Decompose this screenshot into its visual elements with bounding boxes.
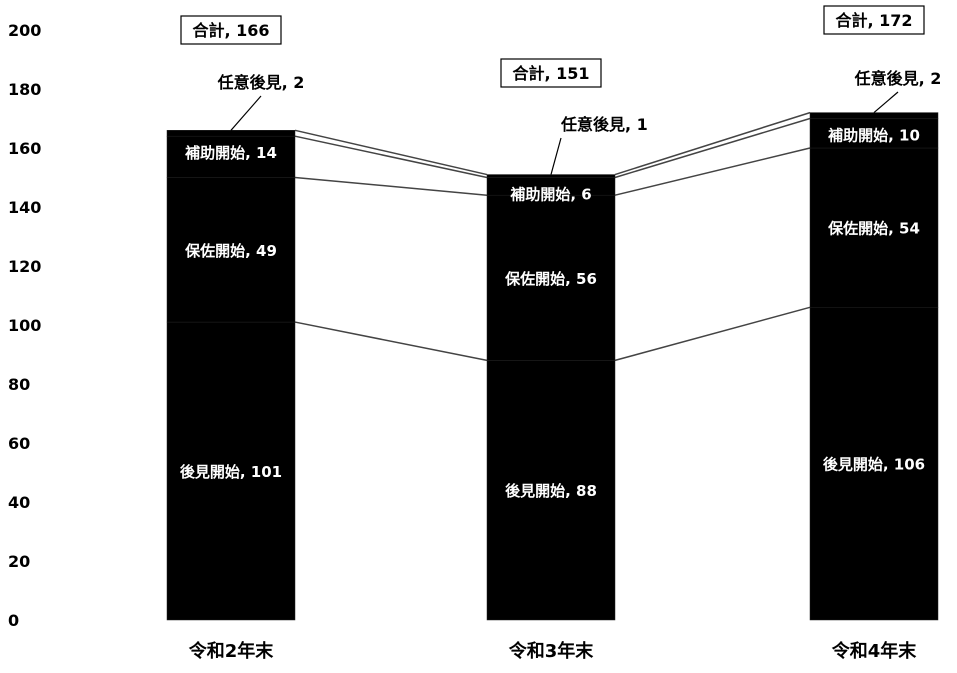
leader-line bbox=[873, 91, 899, 114]
y-tick-label: 20 bbox=[8, 552, 30, 571]
data-label: 補助開始, 6 bbox=[509, 186, 591, 204]
series-connector-line bbox=[614, 111, 811, 176]
total-label-box bbox=[180, 15, 282, 45]
bar-segment bbox=[486, 360, 616, 621]
y-tick-label: 40 bbox=[8, 493, 30, 512]
leader-line bbox=[550, 137, 562, 175]
series-connector-line bbox=[294, 321, 488, 362]
total-label-box bbox=[823, 5, 925, 35]
y-tick-label: 180 bbox=[8, 80, 41, 99]
series-connector-line bbox=[294, 129, 488, 176]
data-label: 保佐開始, 54 bbox=[827, 220, 920, 238]
y-tick-label: 140 bbox=[8, 198, 41, 217]
total-label: 合計, 172 bbox=[835, 11, 912, 30]
data-label: 任意後見, 2 bbox=[217, 73, 305, 92]
x-tick-label: 令和4年末 bbox=[831, 640, 918, 662]
x-tick-label: 令和3年末 bbox=[508, 640, 595, 662]
total-label: 合計, 151 bbox=[512, 64, 589, 83]
total-label: 合計, 166 bbox=[192, 21, 269, 40]
y-tick-label: 100 bbox=[8, 316, 41, 335]
data-label: 保佐開始, 56 bbox=[504, 270, 597, 288]
y-tick-label: 0 bbox=[8, 611, 19, 630]
data-label: 任意後見, 2 bbox=[854, 69, 942, 88]
y-tick-label: 200 bbox=[8, 21, 41, 40]
bar-segment bbox=[166, 130, 296, 137]
bar-segment bbox=[166, 135, 296, 178]
bar-segment bbox=[809, 112, 939, 119]
series-connector-line bbox=[614, 306, 811, 362]
data-label: 補助開始, 10 bbox=[827, 127, 920, 145]
bar-segment bbox=[809, 118, 939, 149]
x-tick-label: 令和2年末 bbox=[188, 640, 275, 662]
data-label: 保佐開始, 49 bbox=[184, 242, 277, 260]
total-label-box bbox=[500, 58, 602, 88]
data-label: 後見開始, 101 bbox=[179, 463, 282, 481]
data-label: 後見開始, 106 bbox=[822, 456, 925, 474]
series-connector-line bbox=[294, 176, 488, 196]
series-connector-line bbox=[294, 135, 488, 179]
y-tick-label: 160 bbox=[8, 139, 41, 158]
series-connector-line bbox=[614, 147, 811, 196]
leader-line bbox=[230, 95, 262, 131]
y-tick-label: 120 bbox=[8, 257, 41, 276]
y-tick-label: 60 bbox=[8, 434, 30, 453]
bar-segment bbox=[166, 321, 296, 621]
bar-segment bbox=[809, 147, 939, 308]
data-label: 後見開始, 88 bbox=[504, 482, 597, 500]
data-label: 任意後見, 1 bbox=[560, 115, 648, 134]
y-tick-label: 80 bbox=[8, 375, 30, 394]
data-label: 補助開始, 14 bbox=[184, 144, 277, 162]
bar-segment bbox=[486, 174, 616, 178]
bar-segment bbox=[809, 307, 939, 621]
series-connector-line bbox=[614, 117, 811, 179]
bar-segment bbox=[486, 194, 616, 361]
bar-segment bbox=[166, 177, 296, 323]
